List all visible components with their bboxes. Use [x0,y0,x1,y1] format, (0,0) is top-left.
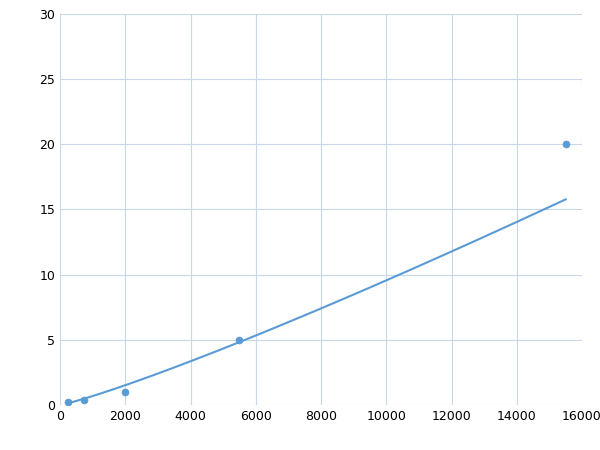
Point [235,336,244,343]
Point [561,140,571,148]
Point [121,388,130,396]
Point [80,396,89,403]
Point [64,399,73,406]
